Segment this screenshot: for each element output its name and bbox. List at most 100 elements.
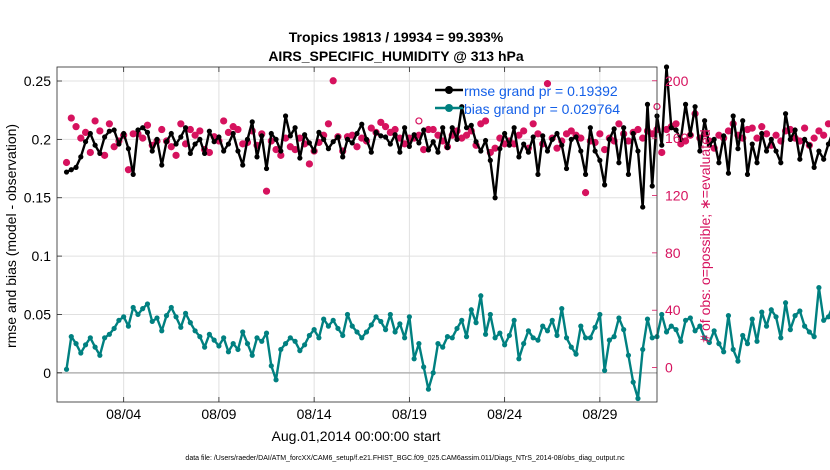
rmse-point <box>435 149 441 155</box>
rmse-point <box>506 142 512 148</box>
rmse-point <box>678 136 684 142</box>
bias-point <box>373 314 379 320</box>
bias-point <box>782 300 789 306</box>
rmse-point <box>106 128 112 134</box>
rmse-point <box>178 134 184 140</box>
bias-point <box>111 325 117 332</box>
rmse-point <box>249 119 255 125</box>
rmse-point <box>568 136 574 142</box>
bias-point <box>482 331 489 337</box>
evaluated-obs-point <box>167 143 175 151</box>
bias-point <box>325 323 332 329</box>
bias-point <box>716 341 722 347</box>
evaluated-obs-point <box>381 123 390 131</box>
bias-point <box>435 341 441 347</box>
rmse-point <box>278 148 284 154</box>
y-axis-label-left: rmse and bias (model - observation) <box>3 124 19 348</box>
evaluated-obs-point <box>748 124 756 132</box>
axis-layer: 08/04 08/09 08/14 08/19 08/24 08/29 0 0.05 0.1 0.… <box>24 67 689 422</box>
rmse-point <box>325 146 332 152</box>
bias-point <box>525 328 532 334</box>
rmse-point <box>668 125 674 131</box>
bias-point <box>616 315 622 321</box>
evaluated-obs-point <box>377 118 385 126</box>
rmse-point <box>330 139 336 145</box>
rmse-point <box>802 136 808 142</box>
bias-point <box>697 323 703 329</box>
rmse-point <box>821 156 827 162</box>
bias-point <box>78 350 84 356</box>
rmse-point <box>535 171 541 177</box>
rmse-point <box>363 136 370 142</box>
y-tick-label-right: 40 <box>665 302 681 318</box>
bias-point <box>92 344 98 350</box>
bias-point <box>602 367 608 374</box>
rmse-point <box>373 129 379 135</box>
rmse-point <box>482 137 489 144</box>
evaluated-obs-point <box>810 134 818 142</box>
y-tick-label-left: 0.2 <box>32 131 52 147</box>
bias-point <box>749 316 755 322</box>
bias-point <box>706 339 712 346</box>
bias-point <box>478 293 484 299</box>
bias-point <box>578 323 584 329</box>
bias-point <box>116 317 122 323</box>
rmse-point <box>502 130 508 137</box>
rmse-point <box>454 136 460 142</box>
bias-point <box>282 341 289 347</box>
bias-point <box>763 323 770 329</box>
bias-point <box>368 322 374 328</box>
evaluated-obs-point <box>772 131 780 139</box>
rmse-point <box>592 148 598 154</box>
bias-point <box>249 352 255 358</box>
rmse-point <box>68 167 74 173</box>
bias-point <box>692 328 698 334</box>
bias-point <box>230 341 236 347</box>
bias-point <box>492 335 498 341</box>
bias-point <box>597 311 603 318</box>
rmse-point <box>640 204 646 210</box>
rmse-point <box>649 183 655 189</box>
bias-point <box>635 395 641 402</box>
bias-point <box>668 323 674 329</box>
rmse-point <box>206 128 212 134</box>
rmse-point <box>702 118 708 124</box>
bias-point <box>511 317 517 323</box>
rmse-point <box>73 164 79 170</box>
rmse-point <box>397 149 403 155</box>
bias-point <box>259 338 265 344</box>
bias-point <box>587 335 593 341</box>
bias-point <box>225 349 232 355</box>
bias-point <box>559 306 565 312</box>
rmse-point <box>311 148 317 154</box>
rmse-point <box>302 132 308 138</box>
rmse-point <box>154 136 160 142</box>
rmse-point <box>78 154 84 160</box>
rmse-point <box>616 160 622 166</box>
rmse-point <box>425 147 432 153</box>
bias-point <box>149 318 155 325</box>
bias-point <box>549 317 555 323</box>
bias-point <box>563 335 570 341</box>
rmse-point <box>387 141 393 147</box>
bias-point <box>154 315 160 321</box>
bias-point <box>754 338 760 344</box>
rmse-point <box>168 130 174 137</box>
bias-point <box>321 316 327 322</box>
rmse-point <box>192 141 198 147</box>
rmse-point <box>359 121 365 127</box>
y-tick-label-right: 80 <box>665 245 681 261</box>
rmse-point <box>492 195 498 201</box>
x-tick-label: 08/24 <box>487 406 522 422</box>
chart-title-line1: Tropics 19813 / 19934 = 99.393% <box>289 29 504 45</box>
bias-point <box>121 314 127 320</box>
rmse-point <box>240 162 246 168</box>
bias-point <box>182 310 189 316</box>
rmse-point <box>697 148 703 154</box>
possible-obs-point <box>415 117 423 125</box>
bias-point <box>582 335 589 341</box>
rmse-point <box>806 142 812 148</box>
evaluated-obs-point <box>72 123 80 131</box>
rmse-point <box>440 125 446 131</box>
bias-point <box>163 313 170 319</box>
